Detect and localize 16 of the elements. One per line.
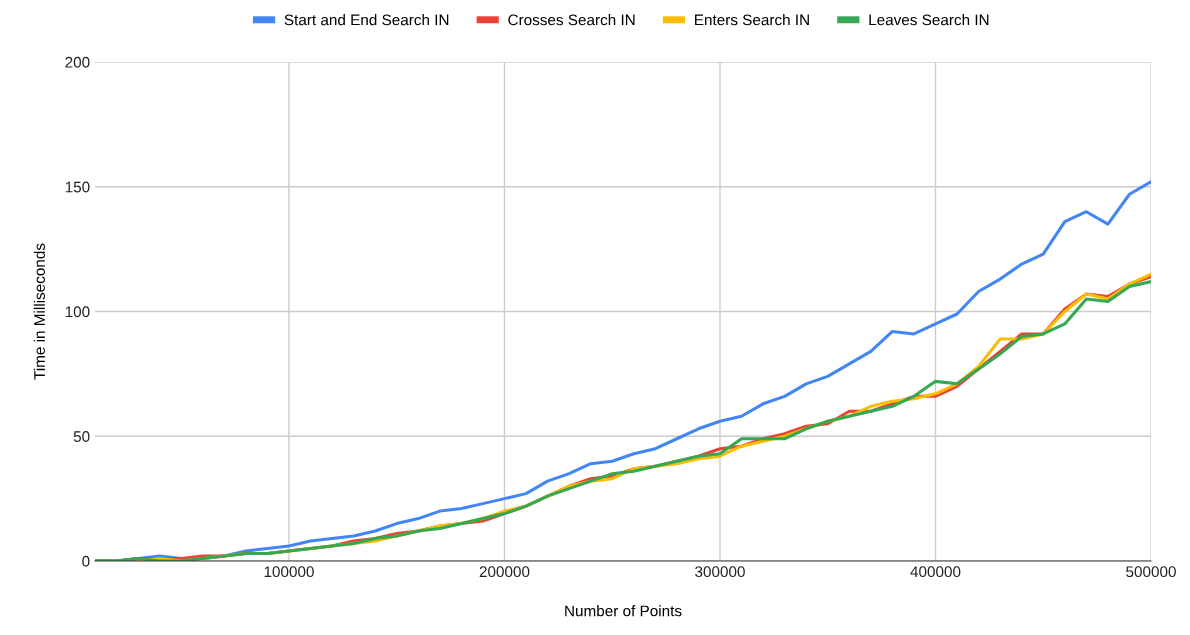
- legend-label: Crosses Search IN: [508, 14, 635, 26]
- x-tick-label: 500000: [1126, 566, 1176, 578]
- y-axis-title: Time in Milliseconds: [33, 243, 45, 380]
- y-tick-label: 50: [73, 431, 90, 442]
- y-tick-label: 150: [65, 181, 90, 193]
- x-tick-label: 100000: [264, 566, 314, 578]
- x-tick-label: 400000: [910, 566, 961, 578]
- legend-label: Start and End Search IN: [284, 14, 449, 26]
- y-tick-label: 0: [82, 555, 90, 567]
- y-tick-label: 200: [65, 56, 90, 68]
- x-tick-label: 200000: [479, 566, 530, 578]
- x-tick-label: 300000: [695, 566, 745, 578]
- y-tick-label: 100: [65, 306, 90, 318]
- x-axis-title: Number of Points: [565, 605, 682, 617]
- legend-label: Enters Search IN: [695, 14, 809, 26]
- legend-label: Leaves Search IN: [869, 14, 989, 26]
